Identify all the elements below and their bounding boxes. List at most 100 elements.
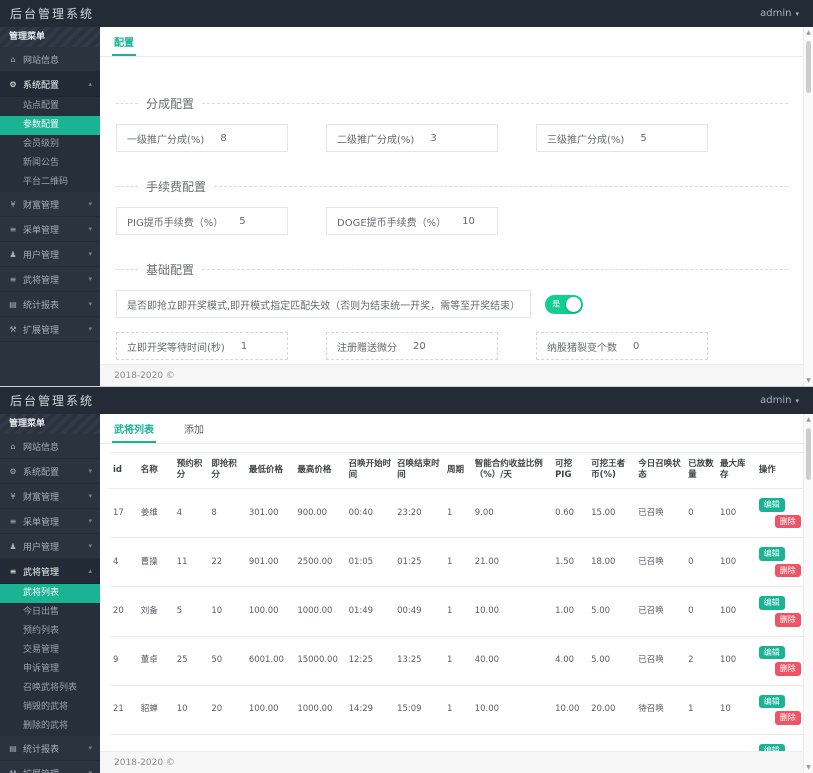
sidebar-subitem[interactable]: 平台二维码: [0, 173, 100, 192]
table-cell: 01:25: [394, 537, 444, 588]
edit-button[interactable]: 编辑: [758, 547, 785, 561]
sidebar-item[interactable]: ≡ 武将管理 ▾: [0, 267, 100, 292]
column-header: 可挖王者币(%): [588, 452, 636, 489]
sidebar-item-label: 扩展管理: [23, 325, 60, 336]
sidebar-subitem[interactable]: 召唤武将列表: [0, 679, 100, 698]
delete-button[interactable]: 删除: [774, 711, 801, 725]
table-cell: 100.00: [245, 685, 295, 735]
column-header: 预约积分: [173, 452, 209, 489]
sidebar-item[interactable]: ⚒ 扩展管理 ▾: [0, 761, 100, 773]
field-value[interactable]: 20: [413, 340, 426, 352]
sidebar-item[interactable]: ≡ 武将管理 ▴: [0, 559, 100, 584]
sidebar-item-label: 网站信息: [23, 442, 60, 453]
field-value[interactable]: 5: [239, 215, 246, 227]
column-header: 最大库存: [716, 452, 756, 489]
sidebar-item[interactable]: ▤ 统计报表 ▾: [0, 736, 100, 761]
field-value[interactable]: 1: [240, 340, 248, 352]
table-cell: 0: [685, 488, 717, 539]
tab-add[interactable]: 添加: [184, 425, 204, 436]
sidebar-item[interactable]: ⌂ 网站信息: [0, 47, 100, 72]
sidebar-item[interactable]: ⌂ 网站信息: [0, 434, 100, 459]
username: admin: [760, 8, 792, 19]
field-value[interactable]: 3: [430, 132, 437, 144]
field-value[interactable]: 10: [462, 215, 475, 227]
scrollbar-thumb[interactable]: [806, 41, 811, 93]
sidebar-item[interactable]: ⚙ 系统配置 ▾: [0, 459, 100, 484]
home-icon: ⌂: [10, 441, 16, 451]
table-cell: 貂蝉: [137, 685, 174, 735]
table-cell: 4: [173, 488, 209, 539]
chevron-up-icon: ▴: [88, 567, 92, 575]
scrollbar[interactable]: ▲ ▼: [803, 27, 813, 386]
field-value[interactable]: 0: [633, 340, 640, 352]
chevron-down-icon: ▾: [88, 225, 92, 233]
delete-button[interactable]: 删除: [774, 612, 801, 627]
row-actions: 编辑删除: [758, 645, 801, 676]
column-header: 智能合约收益比例（%）/天: [471, 452, 553, 489]
table-cell: 20.00: [588, 685, 636, 735]
sidebar-subitem[interactable]: 今日出售: [0, 603, 100, 622]
sidebar-subitem[interactable]: 新闻公告: [0, 154, 100, 173]
table-cell: 1: [443, 537, 472, 588]
field-value[interactable]: 8: [220, 132, 227, 144]
delete-button[interactable]: 删除: [774, 514, 801, 529]
scrollbar-thumb[interactable]: [806, 428, 811, 480]
scrollbar[interactable]: ▲ ▼: [803, 414, 813, 773]
screen-generals: 后台管理系统 admin ▾ 管理菜单 ⌂ 网站信息 ⚙ 系统配置 ▾ ¥ 财富管理 ▾ ≡ 采单…: [0, 387, 813, 773]
table-cell: 01:05: [345, 537, 395, 588]
scroll-up-icon[interactable]: ▲: [806, 416, 811, 423]
table-cell: 5.00: [588, 586, 636, 637]
scroll-down-icon[interactable]: ▼: [806, 764, 811, 771]
edit-button[interactable]: 编辑: [758, 497, 785, 512]
tab-generals-list[interactable]: 武将列表: [112, 414, 156, 443]
actions-cell: 编辑删除: [755, 636, 803, 686]
sidebar-subitem[interactable]: 删除的武将: [0, 717, 100, 736]
sidebar-item[interactable]: ⚙ 系统配置 ▴: [0, 72, 100, 97]
column-header: 最高价格: [294, 452, 346, 489]
user-menu[interactable]: admin ▾: [760, 8, 799, 19]
edit-button[interactable]: 编辑: [758, 645, 785, 660]
field-label: 二级推广分成(%): [337, 134, 415, 146]
home-icon: ⌂: [10, 54, 16, 64]
sidebar-subitem[interactable]: 参数配置: [0, 116, 100, 135]
sidebar-item[interactable]: ≡ 采单管理 ▾: [0, 217, 100, 242]
sidebar-subitem[interactable]: 武将列表: [0, 584, 100, 603]
scroll-up-icon[interactable]: ▲: [806, 29, 811, 36]
sidebar-item[interactable]: ¥ 财富管理 ▾: [0, 192, 100, 217]
sidebar-item[interactable]: ♟ 用户管理 ▾: [0, 242, 100, 267]
sidebar-subitem[interactable]: 站点配置: [0, 97, 100, 116]
table-cell: 董卓: [137, 636, 174, 686]
table-cell: 已召唤: [635, 586, 686, 637]
sidebar-item[interactable]: ♟ 用户管理 ▾: [0, 534, 100, 559]
section-title-row: 手续费配置: [116, 178, 788, 195]
delete-button[interactable]: 删除: [774, 563, 801, 578]
table-cell: 14:29: [345, 685, 395, 735]
sidebar-subitem[interactable]: 交易管理: [0, 641, 100, 660]
table-cell: 100: [716, 537, 756, 588]
edit-button[interactable]: 编辑: [758, 596, 785, 610]
user-menu[interactable]: admin ▾: [760, 395, 799, 406]
chevron-down-icon: ▾: [88, 275, 92, 283]
sidebar-item[interactable]: ⚒ 扩展管理 ▾: [0, 317, 100, 342]
gear-icon: ⚙: [9, 466, 17, 476]
sidebar-subitem[interactable]: 销毁的武将: [0, 698, 100, 717]
sidebar-subitem[interactable]: 会员级别: [0, 135, 100, 154]
table-cell: 40.00: [471, 636, 553, 686]
delete-button[interactable]: 删除: [774, 662, 801, 676]
sidebar-subitem[interactable]: 申诉管理: [0, 660, 100, 679]
table-cell: 1: [685, 685, 717, 735]
edit-button[interactable]: 编辑: [758, 694, 785, 709]
field-row: PIG提币手续费（%） 5 DOGE提币手续费（%） 10: [116, 207, 788, 247]
field-value[interactable]: 5: [640, 132, 647, 144]
scroll-down-icon[interactable]: ▼: [806, 377, 811, 384]
sidebar-item[interactable]: ≡ 采单管理 ▾: [0, 509, 100, 534]
sidebar-item[interactable]: ▤ 统计报表 ▾: [0, 292, 100, 317]
tab-config[interactable]: 配置: [112, 27, 136, 56]
column-header: 最低价格: [245, 452, 295, 489]
table-cell: 1: [443, 685, 472, 735]
sidebar-item[interactable]: ¥ 财富管理 ▾: [0, 484, 100, 509]
instant-mode-toggle[interactable]: 是: [545, 294, 584, 314]
table-cell: 2: [685, 636, 717, 686]
table-cell: 10.00: [471, 586, 553, 637]
sidebar-subitem[interactable]: 预约列表: [0, 622, 100, 641]
